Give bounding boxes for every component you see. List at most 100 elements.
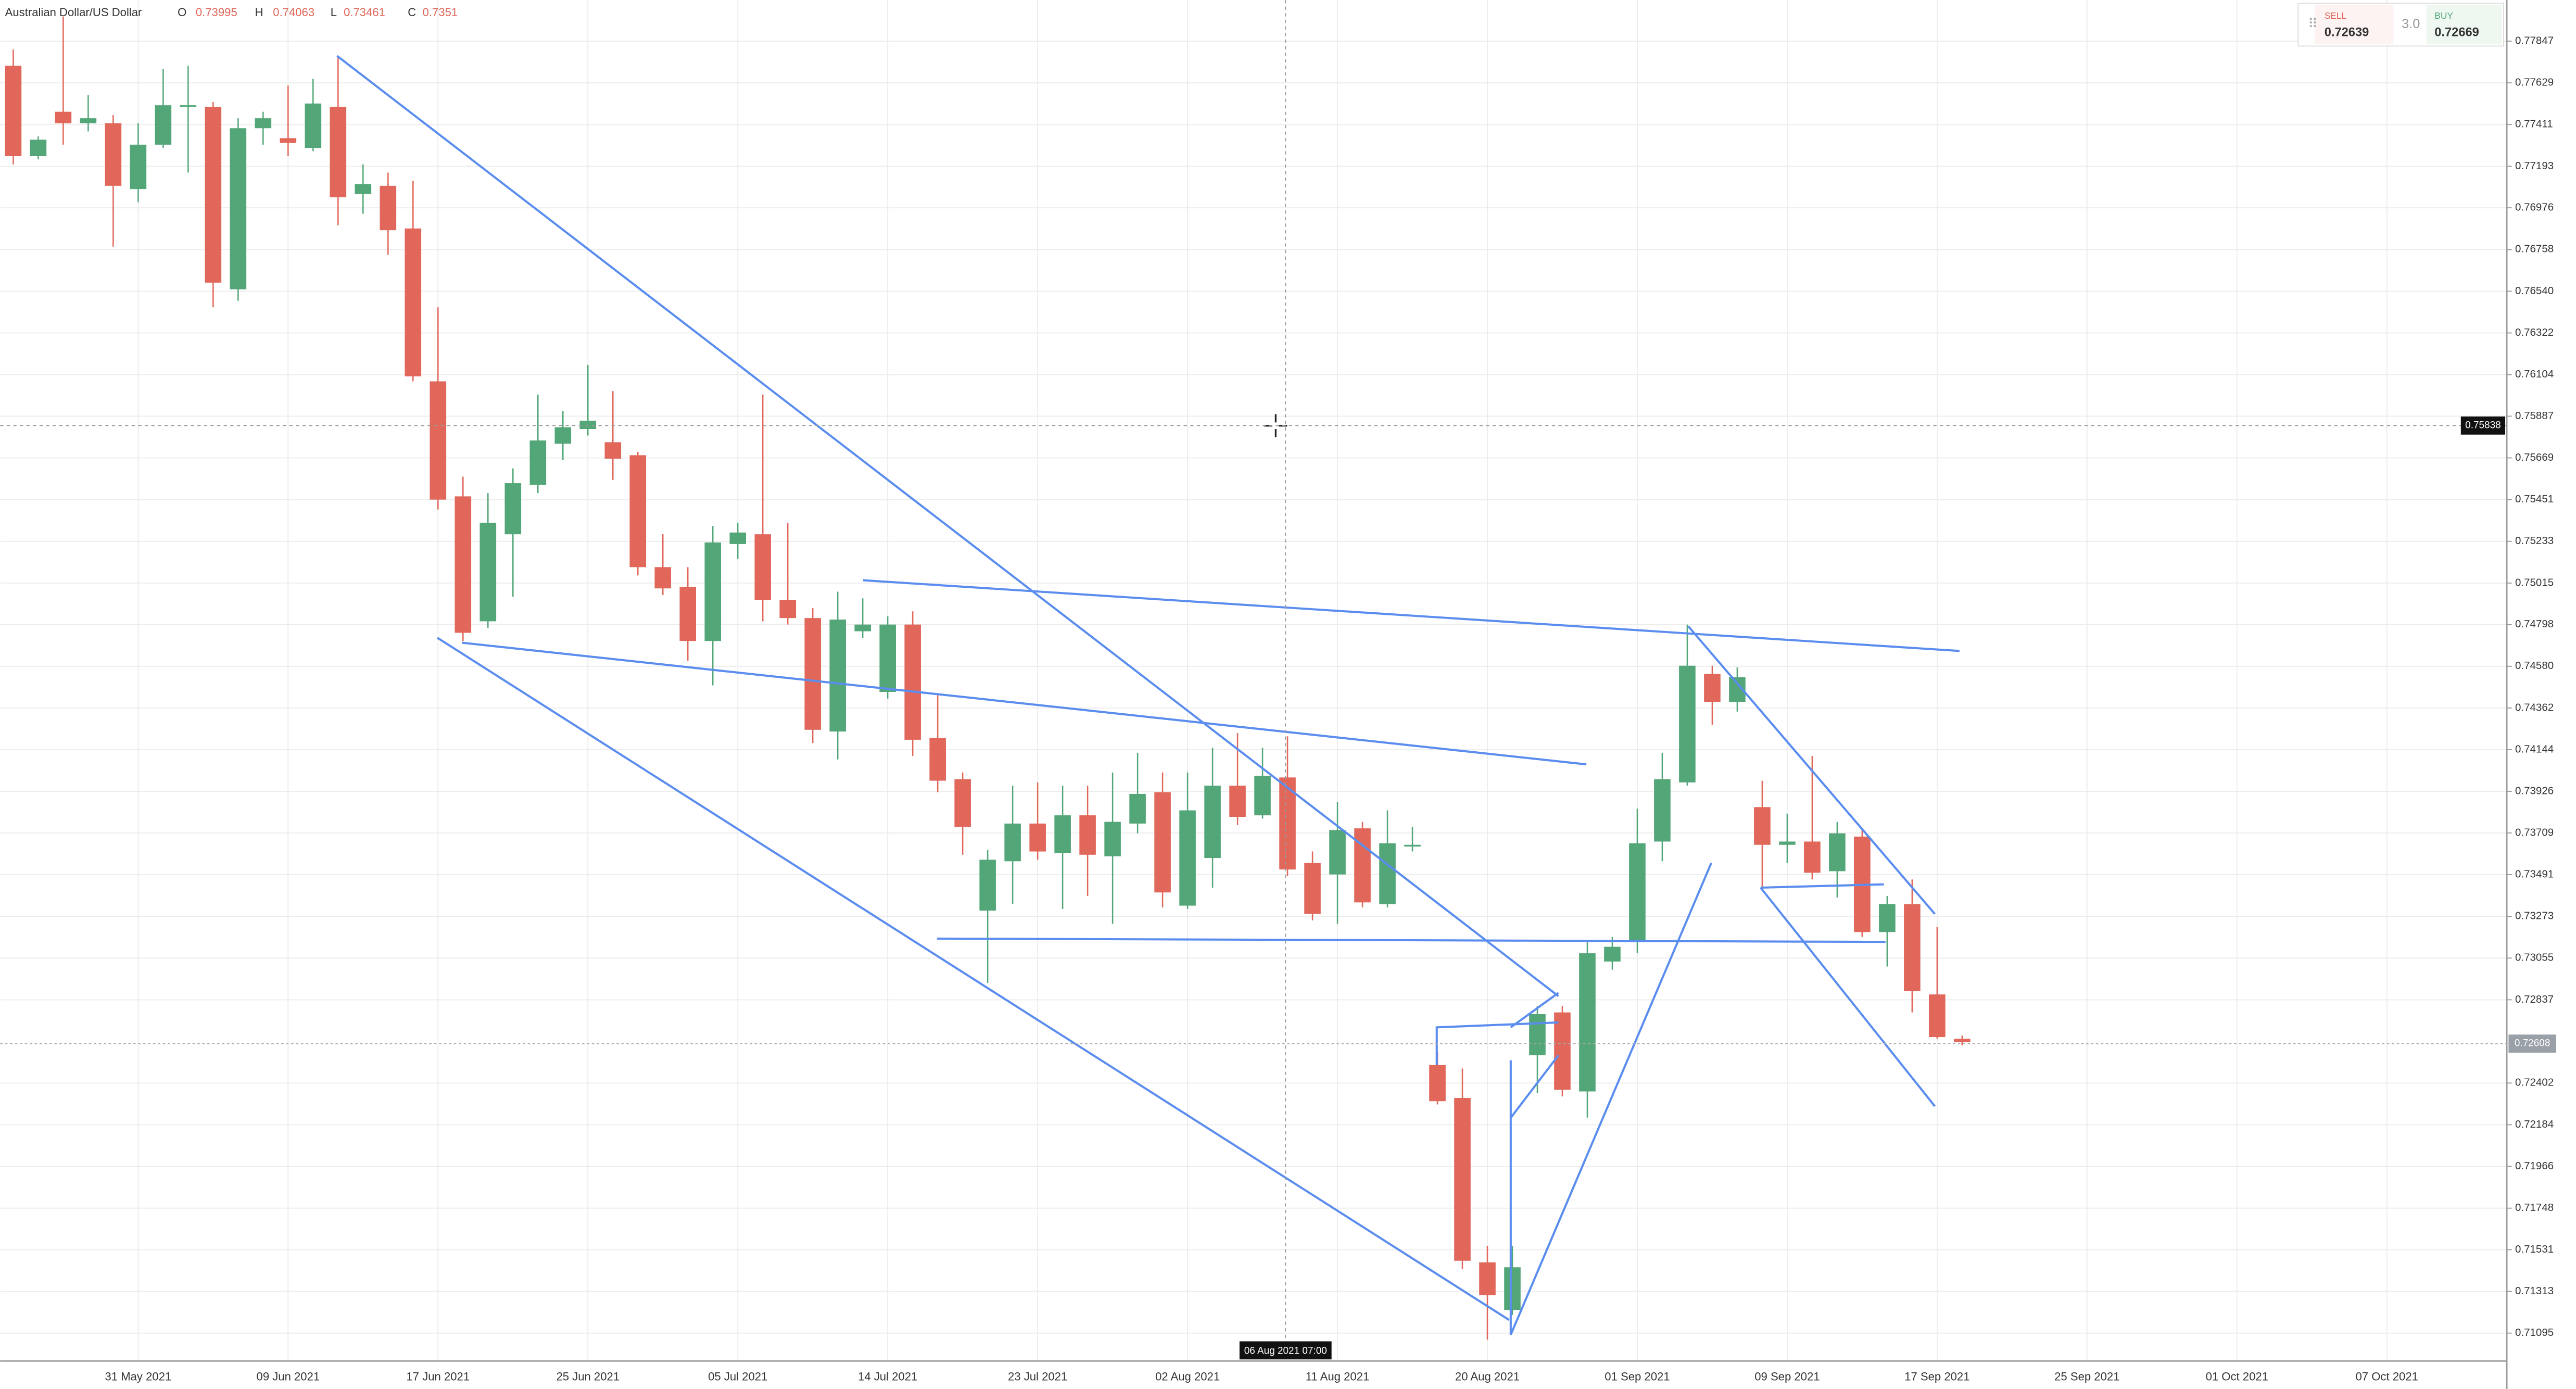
candle-body	[155, 105, 172, 145]
buy-label: BUY	[2434, 10, 2453, 21]
candle-body	[105, 123, 122, 186]
candle-body	[1354, 828, 1371, 903]
candle-body	[854, 624, 871, 632]
candle-body	[255, 118, 272, 129]
trendline	[937, 937, 1886, 943]
buy-price: 0.72669	[2434, 26, 2479, 39]
y-tick-label: 0.71313	[2515, 1285, 2554, 1297]
candle-body	[804, 618, 821, 730]
candle-body	[1429, 1065, 1446, 1102]
x-tick-label: 05 Jul 2021	[708, 1370, 767, 1383]
candle-body	[55, 111, 72, 123]
trendline	[1435, 1021, 1559, 1065]
x-tick-label: 31 May 2021	[105, 1370, 172, 1383]
sell-button[interactable]	[2314, 5, 2394, 45]
candle-body	[554, 427, 572, 444]
y-tick-label: 0.76104	[2515, 368, 2554, 380]
candle-body	[1379, 843, 1396, 904]
candle-body	[1929, 994, 1946, 1038]
x-tick-label: 17 Jun 2021	[406, 1370, 470, 1383]
ohlc-key: C	[408, 6, 416, 19]
candle-body	[1029, 823, 1046, 852]
candle-body	[1154, 792, 1171, 893]
x-tick-label: 25 Sep 2021	[2054, 1370, 2119, 1383]
instrument-title: Australian Dollar/US Dollar	[5, 6, 142, 19]
candle-body	[1604, 946, 1621, 962]
ohlc-value: 0.74063	[273, 6, 314, 19]
candle-body	[380, 185, 397, 231]
candle-body	[180, 105, 197, 107]
y-tick-label: 0.77629	[2515, 77, 2554, 89]
x-tick-label: 02 Aug 2021	[1155, 1370, 1220, 1383]
x-tick-label: 14 Jul 2021	[858, 1370, 917, 1383]
last-price: 0.72608	[2515, 1038, 2550, 1049]
axis-labels: 0.77847 0.77629 0.77411 0.77193 0.76976 0.767…	[0, 34, 2556, 1383]
y-tick-label: 0.75669	[2515, 451, 2554, 463]
candle-body	[1804, 841, 1821, 873]
y-tick-label: 0.71966	[2515, 1160, 2554, 1172]
candle-body	[405, 228, 422, 376]
candle-body	[704, 542, 722, 641]
candle-body	[1779, 841, 1796, 845]
trendline	[1687, 625, 1936, 915]
last-price-box	[2508, 1034, 2556, 1053]
candle-body	[1304, 863, 1321, 914]
candle-body	[954, 779, 971, 827]
candle-body	[305, 103, 322, 148]
y-tick-label: 0.74362	[2515, 701, 2554, 713]
candle-body	[904, 624, 921, 740]
candle-body	[654, 567, 672, 589]
y-tick-label: 0.74798	[2515, 618, 2554, 630]
y-tick-label: 0.76976	[2515, 201, 2554, 213]
candle-body	[679, 587, 697, 641]
candle-body	[1829, 833, 1846, 872]
x-tick-label: 23 Jul 2021	[1008, 1370, 1067, 1383]
y-tick-label: 0.73491	[2515, 868, 2554, 880]
candle-body	[1754, 807, 1771, 845]
candle-body	[230, 128, 247, 289]
y-tick-label: 0.75233	[2515, 535, 2554, 547]
y-tick-label: 0.76540	[2515, 285, 2554, 297]
candle-body	[5, 66, 22, 156]
spread: 3.0	[2402, 17, 2420, 31]
buy-button[interactable]	[2426, 5, 2502, 45]
candle-body	[30, 140, 47, 156]
candle-body	[1704, 674, 1721, 702]
quote-box: ⠿ SELL 0.72639 3.0 BUY 0.72669	[2297, 3, 2504, 47]
trendline	[336, 55, 1559, 997]
candle-body	[629, 455, 647, 567]
trendline	[462, 641, 1587, 766]
candle-body	[1504, 1267, 1521, 1310]
candle-body	[1104, 822, 1121, 856]
crosshair-price-box	[2460, 416, 2506, 435]
candle-body	[1454, 1097, 1471, 1261]
candle-body	[1329, 830, 1346, 875]
y-tick-label: 0.77411	[2515, 118, 2553, 130]
candle-body	[1054, 815, 1071, 853]
candle-body	[479, 523, 497, 622]
trendline	[1760, 883, 1884, 889]
x-tick-label: 17 Sep 2021	[1904, 1370, 1969, 1383]
candle-body	[879, 624, 896, 692]
candles	[5, 16, 1971, 1340]
x-tick-label: 25 Jun 2021	[556, 1370, 620, 1383]
candle-body	[1004, 823, 1021, 862]
candle-body	[355, 184, 372, 194]
candle-body	[754, 534, 771, 600]
candle-body	[80, 118, 97, 123]
y-tick-label: 0.75015	[2515, 576, 2554, 588]
candle-body	[504, 483, 522, 535]
candle-body	[1204, 786, 1221, 858]
y-tick-label: 0.72184	[2515, 1118, 2554, 1130]
ohlc-key: O	[178, 6, 186, 19]
trendline	[1509, 862, 1712, 1335]
candle-body	[205, 107, 222, 283]
y-tick-label: 0.71095	[2515, 1327, 2554, 1339]
y-tick-label: 0.73926	[2515, 785, 2554, 797]
x-tick-label: 09 Jun 2021	[257, 1370, 320, 1383]
x-tick-label: 01 Sep 2021	[1605, 1370, 1670, 1383]
trendline	[863, 579, 1960, 652]
candle-body	[1654, 779, 1671, 842]
